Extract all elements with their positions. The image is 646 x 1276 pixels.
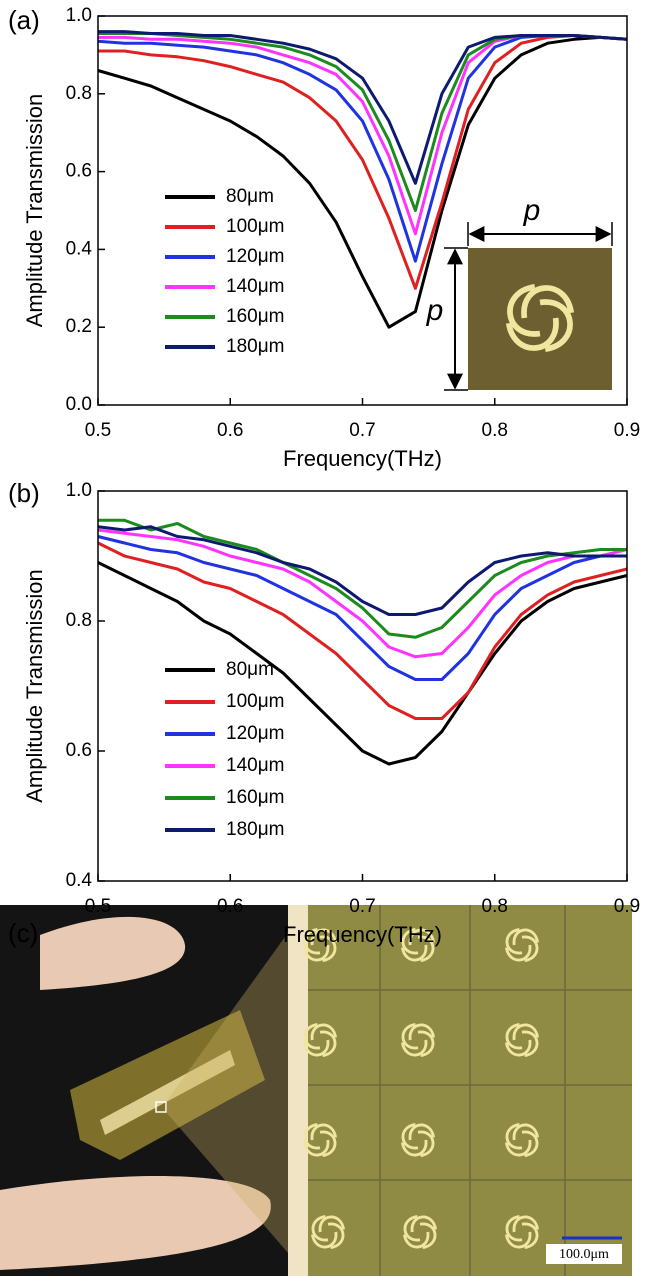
series-line (98, 518, 627, 639)
y-tick-label: 1.0 (66, 5, 92, 26)
inset: p p (426, 194, 613, 391)
series-line (98, 30, 628, 185)
plot-frame (97, 490, 628, 882)
y-tick-label: 0.0 (66, 394, 92, 415)
y-tick-label: 0.4 (66, 238, 93, 259)
legend-label: 100μm (226, 216, 284, 237)
x-tick-label: 0.9 (614, 896, 640, 917)
legend-label: 140μm (226, 276, 284, 297)
inset-label: p (523, 194, 541, 227)
legend-label: 80μm (226, 659, 274, 680)
series-line (97, 535, 627, 681)
panel-label: (b) (8, 478, 40, 508)
x-axis-label: Frequency(THz) (283, 922, 442, 947)
legend-label: 180μm (226, 819, 284, 840)
panel-label: (c) (8, 918, 38, 948)
x-tick-label: 0.8 (482, 420, 508, 441)
series-line (98, 34, 628, 236)
legend-label: 100μm (226, 691, 284, 712)
plot-frame (97, 15, 628, 406)
y-tick-label: 0.8 (66, 83, 92, 104)
legend-label: 180μm (226, 336, 284, 357)
x-tick-label: 0.9 (614, 420, 640, 441)
y-tick-label: 0.8 (66, 610, 92, 631)
series-line (98, 34, 628, 290)
x-tick-label: 0.7 (349, 896, 375, 917)
legend-label: 120μm (226, 723, 284, 744)
y-axis-label: Amplitude Transmission (22, 94, 47, 328)
x-tick-label: 0.5 (85, 896, 111, 917)
x-axis-label: Frequency(THz) (283, 446, 442, 471)
x-tick-label: 0.6 (217, 420, 243, 441)
legend-label: 160μm (226, 787, 284, 808)
y-tick-label: 0.4 (66, 870, 93, 891)
photo-panel: 100.0μm (c) (0, 905, 632, 1276)
y-tick-label: 0.6 (66, 740, 92, 761)
series-line (97, 525, 627, 616)
series-line (97, 541, 628, 720)
x-tick-label: 0.6 (217, 896, 243, 917)
y-tick-label: 0.6 (66, 161, 92, 182)
inset-label: p (426, 294, 444, 327)
legend-label: 120μm (226, 246, 284, 267)
x-tick-label: 0.8 (482, 896, 508, 917)
panel-label: (a) (8, 5, 40, 35)
y-tick-label: 1.0 (66, 480, 92, 501)
series-line (97, 35, 628, 329)
legend-label: 160μm (226, 306, 284, 327)
legend-label: 80μm (226, 186, 274, 207)
x-tick-label: 0.5 (85, 420, 111, 441)
series-line (97, 528, 628, 659)
scale-bar-label: 100.0μm (559, 1247, 609, 1262)
legend-label: 140μm (226, 755, 284, 776)
x-tick-label: 0.7 (349, 420, 375, 441)
series-line (97, 561, 628, 766)
y-axis-label: Amplitude Transmission (22, 569, 47, 803)
y-tick-label: 0.2 (66, 316, 92, 337)
